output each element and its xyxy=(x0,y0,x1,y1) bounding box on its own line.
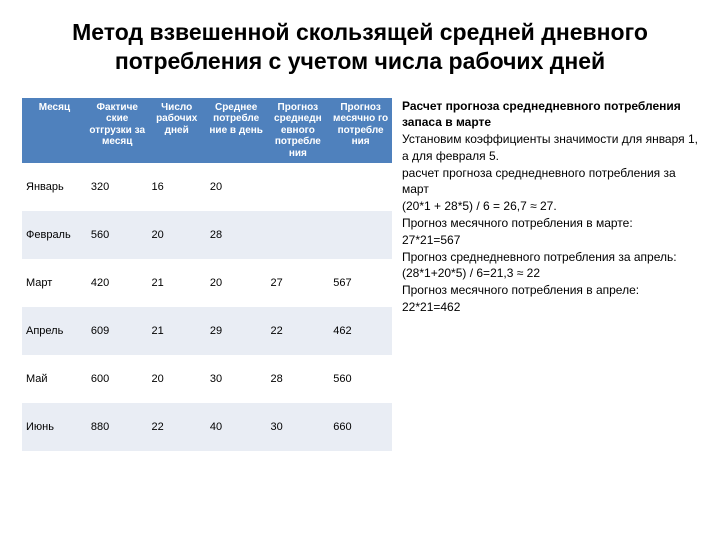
table-row: Май600203028560 xyxy=(22,355,392,403)
table-cell: Июнь xyxy=(22,403,87,451)
col-fcst-mon: Прогноз месячно го потребле ния xyxy=(329,98,392,164)
col-fcst-day: Прогноз среднедн евного потребле ния xyxy=(266,98,329,164)
table-cell: 30 xyxy=(206,355,267,403)
table-cell: 22 xyxy=(266,307,329,355)
notes-line: Прогноз месячного потребления в апреле: xyxy=(402,282,698,299)
table-cell: Февраль xyxy=(22,211,87,259)
table-cell: Май xyxy=(22,355,87,403)
table-cell: 20 xyxy=(147,211,205,259)
forecast-table: Месяц Фактиче ские отгрузки за месяц Чис… xyxy=(22,98,392,452)
notes-lines: Установим коэффициенты значимости для ян… xyxy=(402,131,698,316)
content-row: Месяц Фактиче ские отгрузки за месяц Чис… xyxy=(22,98,698,452)
notes-line: Прогноз среднедневного потребления за ап… xyxy=(402,249,698,266)
table-cell: 420 xyxy=(87,259,148,307)
notes-line: Установим коэффициенты значимости для ян… xyxy=(402,131,698,165)
table-cell: 28 xyxy=(266,355,329,403)
col-month: Месяц xyxy=(22,98,87,164)
table-row: Январь3201620 xyxy=(22,163,392,211)
table-row: Февраль5602028 xyxy=(22,211,392,259)
table-cell: Апрель xyxy=(22,307,87,355)
table-cell: 20 xyxy=(147,355,205,403)
notes-line: (28*1+20*5) / 6=21,3 ≈ 22 xyxy=(402,265,698,282)
table-container: Месяц Фактиче ские отгрузки за месяц Чис… xyxy=(22,98,392,452)
table-cell: Январь xyxy=(22,163,87,211)
notes-line: 22*21=462 xyxy=(402,299,698,316)
col-avg-day: Среднее потребле ние в день xyxy=(206,98,267,164)
table-cell: 320 xyxy=(87,163,148,211)
table-cell xyxy=(329,211,392,259)
notes-line: 27*21=567 xyxy=(402,232,698,249)
table-cell: 560 xyxy=(329,355,392,403)
table-row: Июнь880224030660 xyxy=(22,403,392,451)
col-workdays: Число рабочих дней xyxy=(147,98,205,164)
table-cell xyxy=(329,163,392,211)
table-cell: 28 xyxy=(206,211,267,259)
table-cell: 462 xyxy=(329,307,392,355)
table-cell: 880 xyxy=(87,403,148,451)
table-cell: 21 xyxy=(147,307,205,355)
table-cell xyxy=(266,163,329,211)
table-cell xyxy=(266,211,329,259)
table-cell: 567 xyxy=(329,259,392,307)
table-cell: Март xyxy=(22,259,87,307)
calculation-notes: Расчет прогноза среднедневного потреблен… xyxy=(402,98,698,316)
table-cell: 20 xyxy=(206,259,267,307)
table-body: Январь3201620Февраль5602028Март420212027… xyxy=(22,163,392,451)
table-cell: 560 xyxy=(87,211,148,259)
table-cell: 600 xyxy=(87,355,148,403)
table-cell: 21 xyxy=(147,259,205,307)
table-header-row: Месяц Фактиче ские отгрузки за месяц Чис… xyxy=(22,98,392,164)
table-cell: 22 xyxy=(147,403,205,451)
table-cell: 20 xyxy=(206,163,267,211)
table-row: Март420212027567 xyxy=(22,259,392,307)
table-cell: 16 xyxy=(147,163,205,211)
table-cell: 40 xyxy=(206,403,267,451)
table-cell: 660 xyxy=(329,403,392,451)
table-row: Апрель609212922462 xyxy=(22,307,392,355)
notes-heading: Расчет прогноза среднедневного потреблен… xyxy=(402,98,698,132)
col-actual: Фактиче ские отгрузки за месяц xyxy=(87,98,148,164)
table-cell: 30 xyxy=(266,403,329,451)
notes-line: (20*1 + 28*5) / 6 = 26,7 ≈ 27. xyxy=(402,198,698,215)
table-cell: 29 xyxy=(206,307,267,355)
page-title: Метод взвешенной скользящей средней днев… xyxy=(22,18,698,76)
notes-line: расчет прогноза среднедневного потреблен… xyxy=(402,165,698,199)
table-cell: 609 xyxy=(87,307,148,355)
table-cell: 27 xyxy=(266,259,329,307)
notes-line: Прогноз месячного потребления в марте: xyxy=(402,215,698,232)
